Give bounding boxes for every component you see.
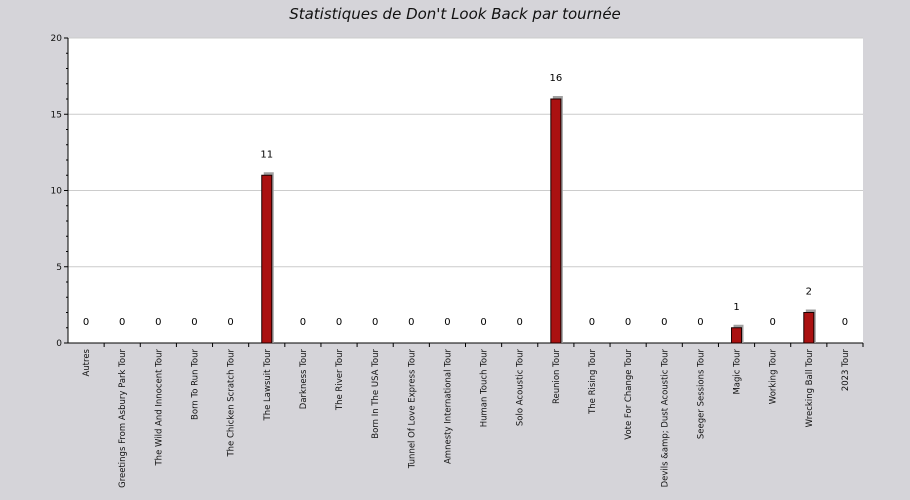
x-tick-label: The Wild And Innocent Tour <box>154 349 164 467</box>
x-tick-label: Wrecking Ball Tour <box>805 349 815 428</box>
bar <box>803 312 815 344</box>
data-label: 11 <box>260 149 273 160</box>
x-tick-label: Devils &amp; Dust Acoustic Tour <box>660 348 670 487</box>
x-tick-label: Autres <box>82 348 92 376</box>
x-tick-label: Greetings From Asbury Park Tour <box>118 349 128 488</box>
data-label: 0 <box>661 317 667 328</box>
x-tick-label: The River Tour <box>335 349 345 412</box>
data-label: 0 <box>625 317 631 328</box>
x-tick-label: The Chicken Scratch Tour <box>227 349 237 458</box>
y-tick-label: 0 <box>56 339 62 349</box>
data-label: 0 <box>697 317 703 328</box>
data-label: 0 <box>83 317 89 328</box>
y-tick-label: 5 <box>56 263 62 273</box>
bar <box>550 98 562 344</box>
x-tick-label: Born To Run Tour <box>190 349 200 420</box>
y-tick-label: 10 <box>51 187 63 197</box>
bar <box>731 327 743 344</box>
x-tick-label: Working Tour <box>769 348 779 404</box>
x-tick-label: Darkness Tour <box>299 349 309 410</box>
data-label: 0 <box>119 317 125 328</box>
data-label: 0 <box>589 317 595 328</box>
chart-title: Statistiques de Don't Look Back par tour… <box>289 5 621 23</box>
x-tick-label: Magic Tour <box>733 349 743 395</box>
x-tick-label: Reunion Tour <box>552 349 562 405</box>
data-label: 0 <box>372 317 378 328</box>
x-tick-label: Vote For Change Tour <box>624 349 634 440</box>
data-label: 0 <box>300 317 306 328</box>
data-label: 0 <box>480 317 486 328</box>
x-tick-label: Tunnel Of Love Express Tour <box>407 349 417 470</box>
x-tick-label: 2023 Tour <box>841 349 851 392</box>
data-label: 0 <box>191 317 197 328</box>
x-tick-label: Human Touch Tour <box>480 349 490 428</box>
data-label: 0 <box>155 317 161 328</box>
x-tick-label: The Rising Tour <box>588 349 598 415</box>
x-tick-label: The Lawsuit Tour <box>263 348 273 421</box>
x-tick-label: Seeger Sessions Tour <box>696 349 706 440</box>
data-label: 0 <box>517 317 523 328</box>
data-label: 1 <box>733 302 739 313</box>
data-label: 0 <box>444 317 450 328</box>
x-tick-label: Solo Acoustic Tour <box>516 349 526 427</box>
data-label: 0 <box>769 317 775 328</box>
x-tick-label: Amnesty International Tour <box>443 349 453 464</box>
bar <box>261 174 273 344</box>
data-label: 0 <box>336 317 342 328</box>
data-label: 2 <box>806 287 812 298</box>
data-label: 0 <box>408 317 414 328</box>
x-tick-label: Born In The USA Tour <box>371 349 381 439</box>
data-label: 0 <box>227 317 233 328</box>
y-tick-label: 20 <box>51 34 63 44</box>
y-tick-label: 15 <box>51 110 62 120</box>
data-label: 0 <box>842 317 848 328</box>
data-label: 16 <box>549 73 562 84</box>
